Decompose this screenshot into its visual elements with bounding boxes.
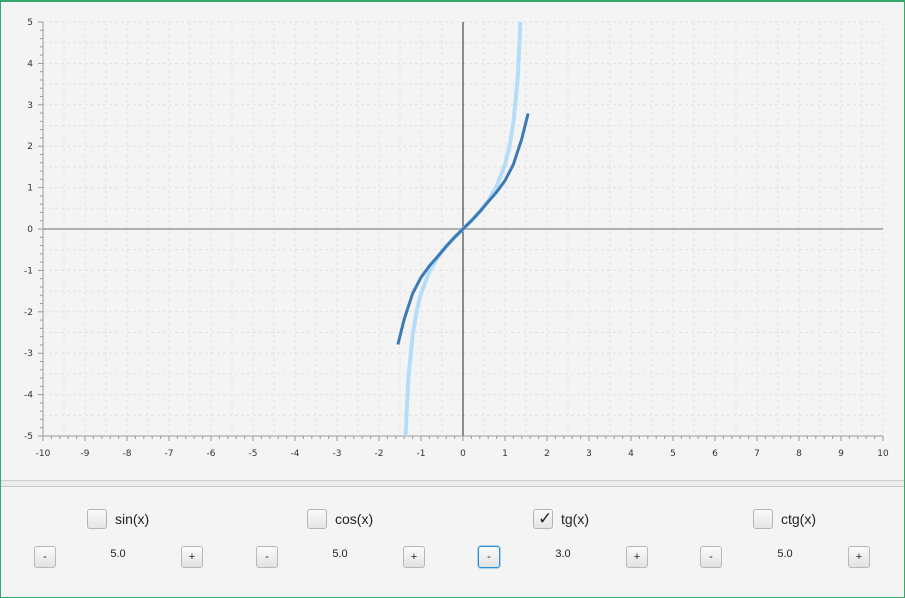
sin-checkbox[interactable]: [87, 509, 107, 529]
ctg-value: 5.0: [777, 548, 793, 560]
x-tick-label: -1: [417, 449, 426, 459]
tg-control-group: ✓ tg(x) - 3.0 +: [451, 488, 676, 588]
x-tick-label: 5: [670, 449, 676, 459]
sin-value: 5.0: [110, 548, 126, 560]
x-tick-label: 10: [877, 449, 889, 459]
tg-value: 3.0: [555, 548, 571, 560]
cos-value: 5.0: [332, 548, 348, 560]
y-tick-label: 4: [27, 59, 33, 69]
y-tick-label: -5: [24, 432, 33, 442]
ctg-control-group: ctg(x) - 5.0 +: [676, 488, 904, 588]
split-divider[interactable]: [1, 480, 904, 487]
x-tick-label: -9: [81, 449, 90, 459]
x-tick-label: -5: [249, 449, 258, 459]
cos-checkbox-row[interactable]: cos(x): [307, 508, 373, 530]
x-tick-label: 4: [628, 449, 634, 459]
y-tick-label: 1: [27, 184, 33, 194]
y-tick-label: 2: [27, 142, 33, 152]
y-tick-label: -4: [24, 391, 33, 401]
x-tick-label: -6: [207, 449, 216, 459]
cos-decrement-button[interactable]: -: [256, 546, 278, 568]
x-tick-label: 0: [460, 449, 466, 459]
ctg-checkbox[interactable]: [753, 509, 773, 529]
y-tick-label: -3: [24, 349, 33, 359]
controls-panel: sin(x) - 5.0 + cos(x) - 5.0 + ✓ tg(x) - …: [1, 488, 904, 597]
tg-checkbox-row[interactable]: ✓ tg(x): [533, 508, 589, 530]
cos-increment-button[interactable]: +: [403, 546, 425, 568]
x-tick-label: 9: [838, 449, 844, 459]
cos-label: cos(x): [335, 511, 374, 527]
x-tick-label: 8: [796, 449, 802, 459]
x-tick-label: -8: [123, 449, 132, 459]
chart-area: -10 -9 -8 -7 -6 -5 -4 -3 -2 -1 0 1 2 3 4 5 6 7 8 9 10 5 4 3 2 1 0-…: [1, 2, 904, 480]
sin-control-group: sin(x) - 5.0 +: [1, 488, 226, 588]
tg-decrement-button[interactable]: -: [478, 546, 500, 568]
y-tick-label: 3: [27, 101, 33, 111]
x-tick-label: -10: [36, 449, 51, 459]
x-tick-label: -7: [165, 449, 174, 459]
x-tick-label: 6: [712, 449, 718, 459]
tg-checkbox[interactable]: ✓: [533, 509, 553, 529]
x-tick-label: 2: [544, 449, 550, 459]
sin-checkbox-row[interactable]: sin(x): [87, 508, 149, 530]
x-tick-label: -3: [333, 449, 342, 459]
x-tick-label: -4: [291, 449, 300, 459]
ctg-label: ctg(x): [781, 511, 816, 527]
sin-increment-button[interactable]: +: [181, 546, 203, 568]
x-tick-label: 7: [754, 449, 760, 459]
check-icon: ✓: [538, 509, 553, 529]
series-line-2: [396, 113, 530, 345]
x-tick-label: 1: [502, 449, 508, 459]
x-tick-label: -2: [375, 449, 384, 459]
x-tick-label: 3: [586, 449, 592, 459]
y-tick-label: -2: [24, 308, 33, 318]
ctg-checkbox-row[interactable]: ctg(x): [753, 508, 816, 530]
y-tick-label: -1: [24, 266, 33, 276]
ctg-increment-button[interactable]: +: [848, 546, 870, 568]
ctg-decrement-button[interactable]: -: [700, 546, 722, 568]
tg-increment-button[interactable]: +: [626, 546, 648, 568]
sin-decrement-button[interactable]: -: [34, 546, 56, 568]
tg-label: tg(x): [561, 511, 589, 527]
cos-checkbox[interactable]: [307, 509, 327, 529]
cos-control-group: cos(x) - 5.0 +: [226, 488, 451, 588]
y-tick-label: 0: [27, 225, 33, 235]
line-chart: -10 -9 -8 -7 -6 -5 -4 -3 -2 -1 0 1 2 3 4 5 6 7 8 9 10543210-…: [24, 18, 889, 459]
sin-label: sin(x): [115, 511, 150, 527]
y-tick-label: 5: [27, 18, 33, 28]
